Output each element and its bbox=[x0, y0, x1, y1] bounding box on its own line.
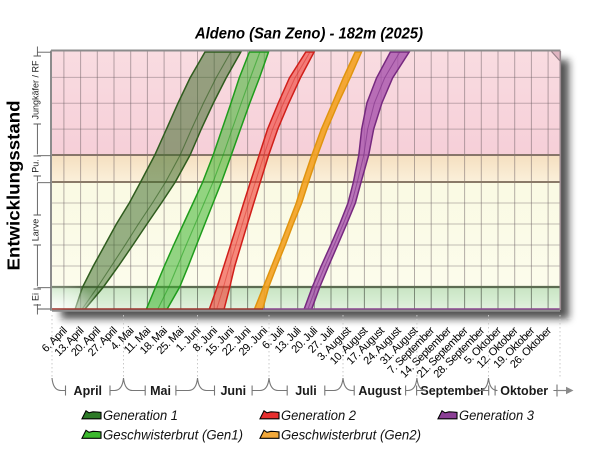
svg-text:Oktober: Oktober bbox=[500, 384, 548, 398]
svg-text:Larve: Larve bbox=[31, 219, 41, 242]
svg-text:Ei: Ei bbox=[31, 293, 41, 301]
svg-text:Juli: Juli bbox=[295, 384, 317, 398]
svg-text:Generation 3: Generation 3 bbox=[459, 408, 534, 423]
svg-text:Aldeno (San Zeno) - 182m (2025: Aldeno (San Zeno) - 182m (2025) bbox=[194, 26, 423, 43]
svg-text:August: August bbox=[358, 384, 402, 398]
svg-text:Juni: Juni bbox=[220, 384, 246, 398]
svg-text:Generation 2: Generation 2 bbox=[281, 408, 356, 423]
svg-text:April: April bbox=[74, 384, 102, 398]
svg-text:Mai: Mai bbox=[150, 384, 171, 398]
svg-text:Geschwisterbrut (Gen1): Geschwisterbrut (Gen1) bbox=[103, 427, 243, 442]
svg-text:Jungkäfer / RF: Jungkäfer / RF bbox=[31, 60, 41, 120]
svg-text:Pu.: Pu. bbox=[31, 159, 41, 173]
svg-text:Generation 1: Generation 1 bbox=[103, 408, 178, 423]
svg-text:Entwicklungsstand: Entwicklungsstand bbox=[4, 101, 24, 271]
svg-text:September: September bbox=[420, 384, 485, 398]
svg-text:Geschwisterbrut (Gen2): Geschwisterbrut (Gen2) bbox=[281, 427, 421, 442]
